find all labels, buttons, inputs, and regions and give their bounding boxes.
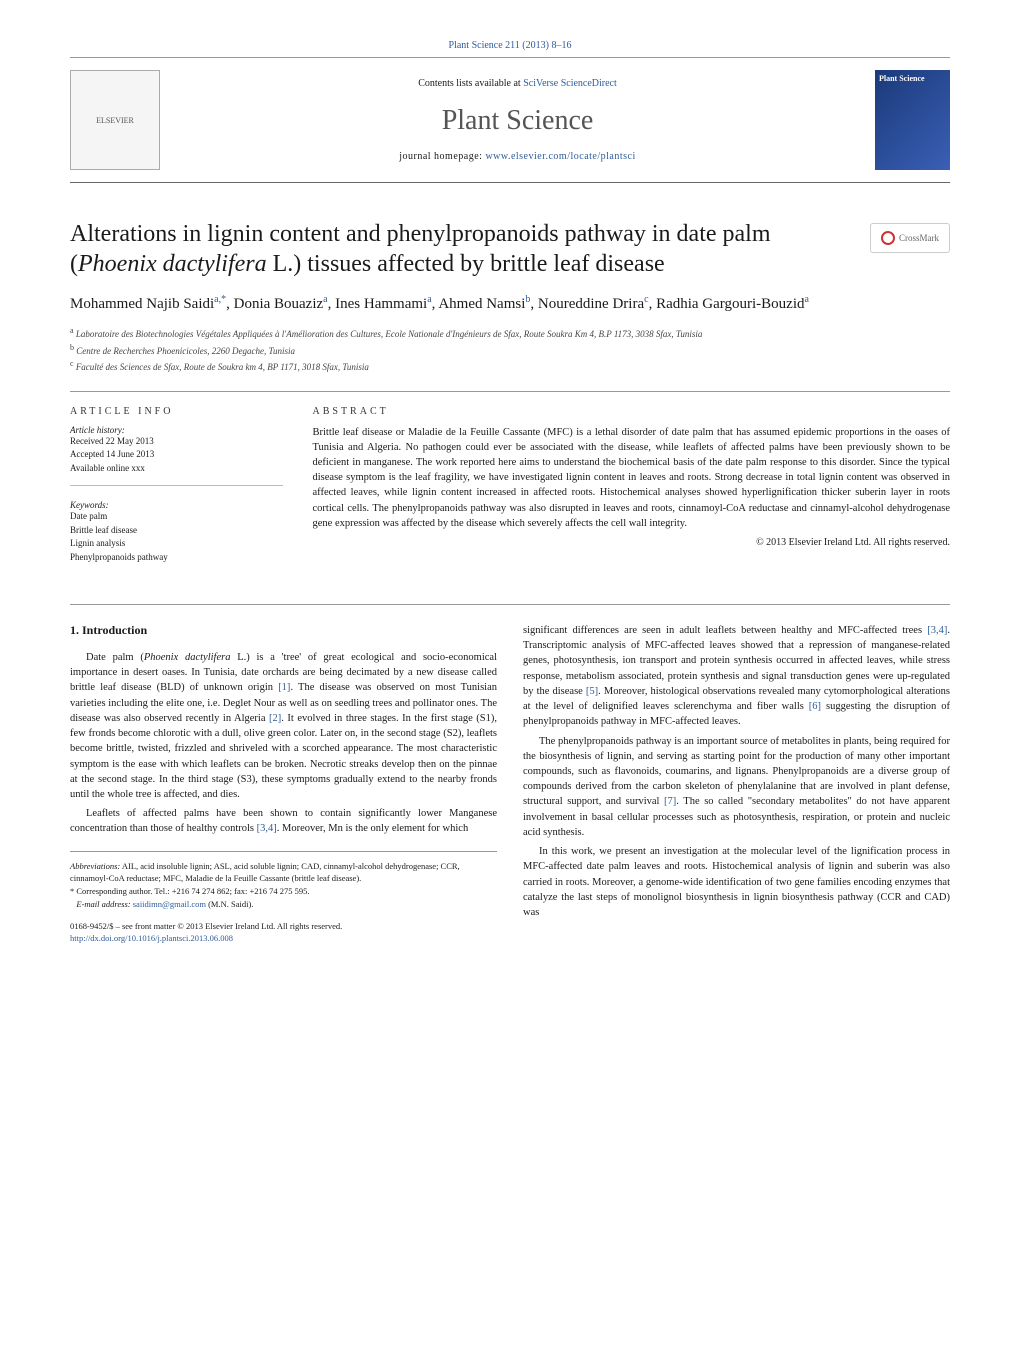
doi-link[interactable]: http://dx.doi.org/10.1016/j.plantsci.201… [70, 933, 233, 943]
intro-para-2: Leaflets of affected palms have been sho… [70, 806, 497, 836]
affiliation-b: b Centre de Recherches Phoenicicoles, 22… [70, 342, 950, 359]
intro-heading: 1. Introduction [70, 623, 497, 638]
keyword-4: Phenylpropanoids pathway [70, 551, 283, 565]
article-info: ARTICLE INFO Article history: Received 2… [70, 406, 283, 589]
affiliation-a: a Laboratoire des Biotechnologies Végéta… [70, 325, 950, 342]
email-line: E-mail address: saiidimn@gmail.com (M.N.… [70, 898, 497, 911]
keyword-3: Lignin analysis [70, 537, 283, 551]
corresponding-author: * Corresponding author. Tel.: +216 74 27… [70, 885, 497, 898]
authors: Mohammed Najib Saidia,*, Donia Bouaziza,… [70, 293, 950, 315]
abbreviations: Abbreviations: AIL, acid insoluble ligni… [70, 860, 497, 886]
journal-reference: Plant Science 211 (2013) 8–16 [70, 40, 950, 51]
homepage-prefix: journal homepage: [399, 151, 485, 162]
history-accepted: Accepted 14 June 2013 [70, 448, 283, 462]
affiliation-c: c Faculté des Sciences de Sfax, Route de… [70, 358, 950, 375]
abstract-head: ABSTRACT [313, 406, 951, 417]
history-online: Available online xxx [70, 462, 283, 476]
left-column: 1. Introduction Date palm (Phoenix dacty… [70, 623, 497, 944]
footnotes: Abbreviations: AIL, acid insoluble ligni… [70, 851, 497, 911]
elsevier-logo: ELSEVIER [70, 70, 160, 170]
right-para-1: significant differences are seen in adul… [523, 623, 950, 730]
homepage-link[interactable]: www.elsevier.com/locate/plantsci [485, 151, 635, 162]
crossmark-label: CrossMark [899, 233, 939, 243]
crossmark-badge[interactable]: CrossMark [870, 223, 950, 253]
header-center: Contents lists available at SciVerse Sci… [160, 78, 875, 162]
article-title: Alterations in lignin content and phenyl… [70, 219, 858, 279]
right-para-2: The phenylpropanoids pathway is an impor… [523, 734, 950, 841]
abstract-text: Brittle leaf disease or Maladie de la Fe… [313, 425, 951, 532]
affiliations: a Laboratoire des Biotechnologies Végéta… [70, 325, 950, 375]
abbrev-text: AIL, acid insoluble lignin; ASL, acid so… [70, 861, 460, 884]
front-matter: 0168-9452/$ – see front matter © 2013 El… [70, 921, 497, 933]
article-info-head: ARTICLE INFO [70, 406, 283, 417]
body-columns: 1. Introduction Date palm (Phoenix dacty… [70, 604, 950, 944]
journal-header: ELSEVIER Contents lists available at Sci… [70, 57, 950, 183]
abbrev-label: Abbreviations: [70, 861, 120, 871]
keyword-1: Date palm [70, 510, 283, 524]
journal-name: Plant Science [160, 105, 875, 137]
right-column: significant differences are seen in adul… [523, 623, 950, 944]
email-label: E-mail address: [76, 899, 132, 909]
history-label: Article history: [70, 425, 283, 435]
footer-copyright: 0168-9452/$ – see front matter © 2013 El… [70, 921, 497, 945]
sciencedirect-link[interactable]: SciVerse ScienceDirect [523, 78, 617, 89]
right-para-3: In this work, we present an investigatio… [523, 844, 950, 920]
homepage-line: journal homepage: www.elsevier.com/locat… [160, 151, 875, 162]
cover-label: Plant Science [879, 74, 925, 83]
abstract-copyright: © 2013 Elsevier Ireland Ltd. All rights … [313, 537, 951, 548]
journal-cover: Plant Science [875, 70, 950, 170]
email-link[interactable]: saiidimn@gmail.com [133, 899, 206, 909]
abstract: ABSTRACT Brittle leaf disease or Maladie… [313, 406, 951, 589]
email-suffix: (M.N. Saidi). [206, 899, 253, 909]
contents-line: Contents lists available at SciVerse Sci… [160, 78, 875, 89]
crossmark-icon [881, 231, 895, 245]
history-received: Received 22 May 2013 [70, 435, 283, 449]
keyword-2: Brittle leaf disease [70, 524, 283, 538]
contents-prefix: Contents lists available at [418, 78, 523, 89]
intro-para-1: Date palm (Phoenix dactylifera L.) is a … [70, 650, 497, 802]
keywords-label: Keywords: [70, 500, 283, 510]
